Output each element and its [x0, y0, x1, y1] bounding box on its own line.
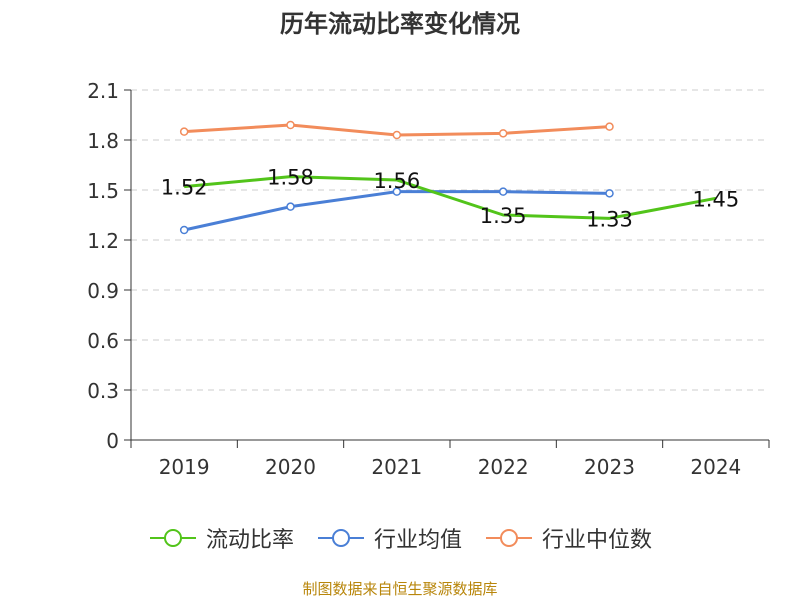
data-point [605, 189, 614, 198]
data-point [179, 225, 189, 235]
y-tick-label: 0.3 [87, 379, 119, 403]
data-point [605, 122, 614, 131]
data-label: 1.58 [267, 166, 314, 190]
y-tick-label: 1.5 [87, 179, 119, 203]
x-tick-label: 2022 [478, 455, 529, 479]
legend-item[interactable]: 行业中位数 [484, 522, 652, 554]
data-point [498, 129, 508, 138]
x-tick-label: 2023 [584, 455, 635, 479]
data-point [286, 120, 295, 130]
y-tick-label: 1.8 [87, 129, 119, 153]
legend-label: 流动比率 [205, 528, 294, 553]
data-label: 1.33 [586, 207, 633, 231]
legend: 流动比率 行业均值 行业中位数 [0, 518, 800, 558]
legend-item[interactable]: 流动比率 [148, 522, 294, 554]
x-tick-label: 2019 [159, 455, 210, 479]
legend-marker-icon [486, 529, 532, 547]
x-tick-label: 2020 [265, 455, 316, 479]
legend-marker-icon [149, 529, 196, 547]
y-tick-label: 0 [106, 429, 119, 453]
legend-label: 行业均值 [373, 528, 462, 553]
y-tick-label: 1.2 [87, 229, 119, 253]
data-point [179, 127, 189, 136]
y-tick-label: 0.6 [87, 329, 119, 353]
data-point [392, 187, 402, 196]
y-tick-label: 0.9 [87, 279, 119, 303]
data-label: 1.35 [480, 204, 527, 228]
data-label: 1.45 [692, 187, 739, 211]
data-point [286, 202, 295, 211]
series-line [184, 175, 717, 220]
y-tick-label: 2.1 [87, 79, 119, 103]
data-point [498, 187, 508, 196]
series-line [183, 190, 610, 232]
data-label: 1.52 [161, 176, 208, 200]
legend-label: 行业中位数 [542, 528, 653, 553]
data-point [392, 130, 402, 140]
chart-title: 历年流动比率变化情况 [280, 10, 520, 38]
data-label: 1.56 [373, 169, 420, 193]
legend-item[interactable]: 行业均值 [316, 522, 462, 554]
source-note: 制图数据来自恒生聚源数据库 [302, 580, 498, 598]
legend-marker-icon [317, 529, 364, 547]
x-tick-label: 2021 [371, 455, 422, 479]
x-tick-label: 2024 [690, 455, 741, 479]
